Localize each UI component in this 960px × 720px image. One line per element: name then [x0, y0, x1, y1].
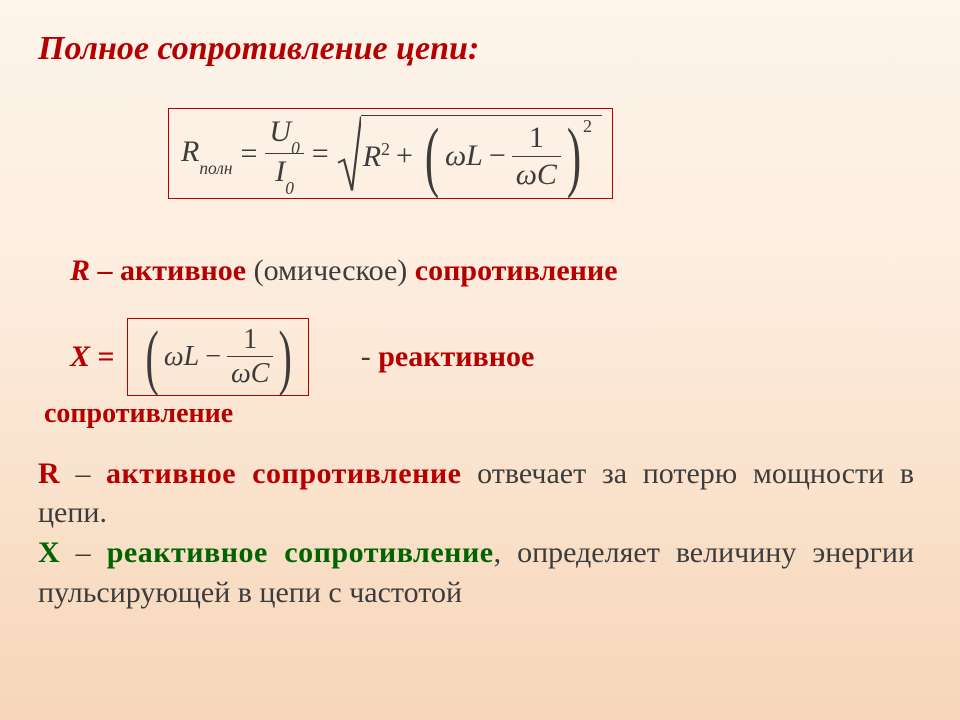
x-frac: 1 ωC [227, 325, 273, 389]
den-wC: ωC [512, 159, 561, 191]
lparen-icon: ( [425, 125, 439, 187]
equals-1: = [241, 137, 258, 171]
body-p2: X – реактивное сопротивление, определяет… [38, 533, 914, 612]
body-R-term: активное сопротивление [106, 457, 462, 490]
paren-exp: 2 [583, 116, 592, 137]
x-sopr-below: сопротивление [44, 398, 922, 430]
x-paren: ( ωL − 1 ωC ) [140, 325, 298, 389]
main-formula-row: Rполн = U0 I0 = R2 + [38, 108, 922, 199]
x-rparen-icon: ) [279, 328, 292, 386]
dash-R: – [90, 254, 120, 287]
body-X-term: реактивное сопротивление [107, 536, 494, 569]
equals-2: = [312, 137, 329, 171]
plus: + [396, 139, 413, 173]
minus: − [489, 139, 506, 173]
sym-R2: R [363, 140, 381, 173]
body-p1: R – активное сопротивление отвечает за п… [38, 454, 914, 533]
x-left: X = [70, 340, 115, 373]
body-X-sym: X [38, 536, 60, 569]
main-formula: Rполн = U0 I0 = R2 + [181, 115, 602, 192]
x-dash: - [361, 340, 379, 373]
frac-bar-2 [512, 156, 561, 157]
x-formula: ( ωL − 1 ωC ) [140, 325, 298, 389]
paren-group: ( ωL − 1 ωC ) [419, 122, 587, 190]
sym-X: X [70, 340, 90, 373]
x-frac-bar [227, 356, 273, 357]
x-term-wL: ωL [164, 341, 199, 373]
slide-title: Полное сопротивление цепи: [38, 30, 922, 68]
x-minus: − [205, 341, 221, 373]
eq-sign: = [90, 340, 115, 373]
x-equals: X = [70, 340, 115, 373]
x-lparen-icon: ( [145, 328, 158, 386]
def-R-line: R – активное (омическое) сопротивление [70, 254, 922, 288]
radicand: R2 + ( ωL − 1 ωC [361, 115, 602, 192]
exp-R2: 2 [381, 139, 390, 159]
sym-I: I [275, 155, 285, 188]
x-den: ωC [227, 359, 273, 388]
term-wL: ωL [445, 139, 483, 173]
radical-icon [337, 115, 361, 192]
x-formula-box: ( ωL − 1 ωC ) [127, 318, 309, 396]
body-X-sep: – [60, 536, 107, 569]
main-formula-box: Rполн = U0 I0 = R2 + [168, 108, 613, 199]
x-formula-box-wrap: ( ωL − 1 ωC ) [127, 318, 309, 396]
sym-R-def: R [70, 254, 90, 287]
sub-poln: полн [199, 158, 232, 178]
frac-1-wC: 1 ωC [512, 122, 561, 190]
sym-R-poln: R [181, 135, 199, 168]
x-right: - реактивное [361, 340, 535, 374]
word-active: активное [120, 254, 246, 287]
body-R-sym: R [38, 457, 60, 490]
word-resist: сопротивление [415, 254, 618, 287]
word-ohmic: (омическое) [246, 254, 415, 287]
sym-U: U [269, 115, 291, 148]
x-block: X = ( ωL − 1 ωC [70, 318, 922, 396]
body-R-sep: – [60, 457, 106, 490]
x-num: 1 [239, 325, 261, 354]
rparen-icon: ) [567, 125, 581, 187]
sqrt: R2 + ( ωL − 1 ωC [337, 115, 602, 192]
sub-U0: 0 [291, 138, 300, 158]
num-1: 1 [525, 122, 548, 154]
word-reactive: реактивное [378, 340, 534, 373]
frac-U0-I0: U0 I0 [265, 116, 303, 192]
slide: Полное сопротивление цепи: Rполн = U0 I0… [0, 0, 960, 720]
sub-I0: 0 [285, 178, 294, 198]
